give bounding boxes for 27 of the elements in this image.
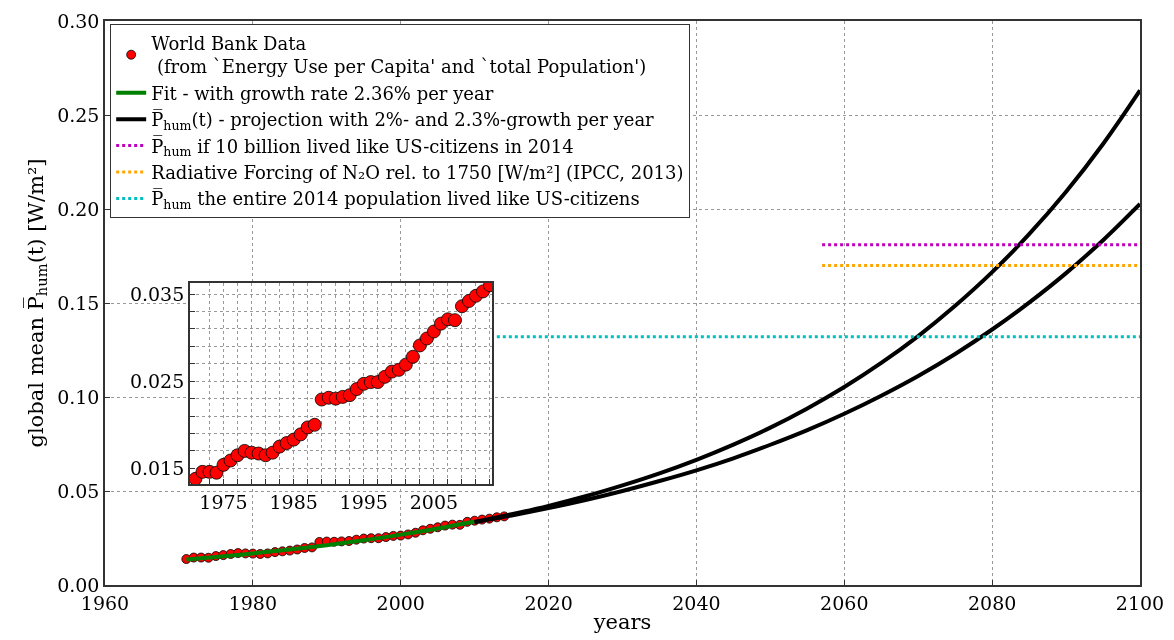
- x-tick-label: 1980: [228, 591, 278, 614]
- legend-label: Fit - with growth rate 2.36% per year: [151, 82, 494, 104]
- y-tick-label: 0.30: [57, 9, 100, 32]
- x-tick-label: 1975: [199, 490, 248, 513]
- x-tick-label: 1995: [339, 490, 388, 513]
- legend-label: P̅$_{hum}$ if 10 billion lived like US-citizens in 2014: [151, 135, 574, 160]
- y-tick-label: 0.015: [129, 457, 185, 480]
- y-tick-label: 0.10: [57, 385, 100, 408]
- legend-label: World Bank Data (from `Energy Use per Capita' and `total Population'): [151, 33, 647, 78]
- y-tick-label: 0.05: [57, 479, 100, 502]
- legend-label: P̅$_{hum}$ the entire 2014 population lived like US-citizens: [151, 188, 640, 213]
- y-tick-label: 0.15: [57, 291, 100, 314]
- x-tick-label: 1985: [269, 490, 318, 513]
- x-tick-label: 2100: [1115, 591, 1165, 614]
- x-axis-title: years: [592, 610, 652, 635]
- x-tick-label: 2005: [409, 490, 459, 513]
- x-tick-label: 2040: [672, 591, 721, 614]
- x-tick-label: 2080: [967, 591, 1017, 614]
- y-tick-label: 0.25: [57, 103, 100, 126]
- legend-label: Radiative Forcing of N₂O rel. to 1750 [W/m²] (IPCC, 2013): [151, 162, 684, 184]
- x-tick-label: 2060: [820, 591, 869, 614]
- x-tick-label: 2000: [376, 591, 425, 614]
- x-tick-label: 2020: [524, 591, 573, 614]
- y-tick-label: 0.035: [129, 282, 185, 305]
- legend-label: P̅$_{hum}$(t) - projection with 2%- and 2.3%-growth per year: [151, 108, 655, 134]
- y-tick-label: 0.20: [57, 197, 100, 220]
- y-tick-label: 0.025: [129, 369, 185, 392]
